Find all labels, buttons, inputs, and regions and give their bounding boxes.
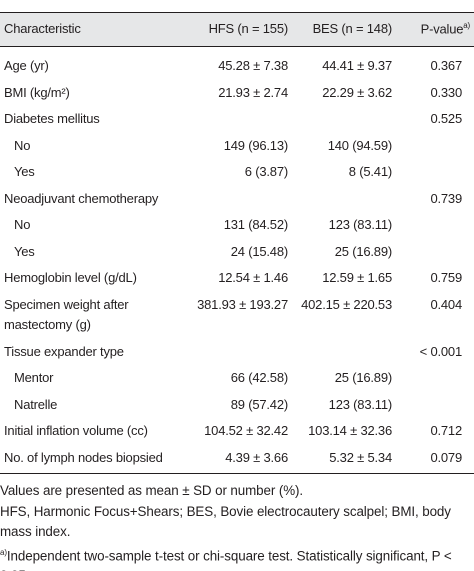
footnote: HFS, Harmonic Focus+Shears; BES, Bovie e… [0,503,451,540]
cell-hfs: 6 (3.87) [244,164,288,179]
footnote-text: Independent two-sample t-test or chi-squ… [0,547,452,571]
row-label: No [14,137,31,153]
cell-hfs: 24 (15.48) [230,243,288,259]
table-row: Neoadjuvant chemotherapy 0.739 [0,186,474,213]
cell-bes: 123 (83.11) [328,396,393,412]
cell-pv: < 0.001 [419,343,463,359]
row-label: Tissue expander type [4,343,124,359]
cell-pv: 0.525 [430,111,462,126]
table-row: Hemoglobin level (g/dL) 12.54 ± 1.46 12.59… [0,265,474,292]
cell-hfs: 45.28 ± 7.38 [218,58,288,73]
row-label: No [14,217,31,232]
footnote: a)Independent two-sample t-test or chi-s… [0,543,474,571]
row-label: Yes [14,164,35,179]
cell-bes: 44.41 ± 9.37 [322,58,392,73]
table: Characteristic HFS (n = 155) BES (n = 14… [0,12,474,474]
cell-hfs: 89 (57.42) [230,396,288,412]
cell-bes: 25 (16.89) [334,243,392,259]
row-label: Yes [14,243,35,259]
cell-hfs: 104.52 ± 32.42 [204,423,288,438]
header-cell: Characteristic [4,21,81,36]
cell-pv: 0.079 [430,449,462,465]
cell-hfs: 66 (42.58) [230,370,288,385]
cell-bes: 8 (5.41) [348,164,392,179]
cell-bes: 103.14 ± 32.36 [308,423,392,438]
table-row: No 149 (96.13) 140 (94.59) [0,133,474,160]
row-label: Specimen weight after mastectomy (g) [4,296,129,333]
cell-hfs: 12.54 ± 1.46 [218,270,288,285]
row-label: BMI (kg/m²) [4,84,70,100]
row-label: Neoadjuvant chemotherapy [4,190,159,206]
table-row: Yes 24 (15.48) 25 (16.89) [0,239,474,266]
row-label: Age (yr) [4,58,49,73]
table-row: Natrelle 89 (57.42) 123 (83.11) [0,392,474,419]
table-row: No. of lymph nodes biopsied 4.39 ± 3.66 5.… [0,445,474,472]
footnote-mark: a) [463,21,470,30]
header-cell: BES (n = 148) [312,21,393,36]
footnote: Values are presented as mean ± SD or num… [0,483,303,498]
table-row: No 131 (84.52) 123 (83.11) [0,212,474,239]
table-row: Mentor 66 (42.58) 25 (16.89) [0,365,474,392]
table-row: Initial inflation volume (cc) 104.52 ± 32… [0,418,474,445]
row-label: No. of lymph nodes biopsied [4,449,163,465]
cell-pv: 0.330 [430,84,462,100]
cell-hfs: 149 (96.13) [223,137,288,153]
footnote-mark: a) [0,547,7,557]
cell-hfs: 4.39 ± 3.66 [225,449,288,465]
table-row: Diabetes mellitus 0.525 [0,106,474,133]
cell-pv: 0.367 [430,58,462,73]
cell-bes: 140 (94.59) [327,137,392,153]
cell-bes: 5.32 ± 5.34 [329,449,392,465]
header-cell: P-valuea) [420,21,471,37]
header-row: Characteristic HFS (n = 155) BES (n = 14… [0,13,474,47]
cell-hfs: 21.93 ± 2.74 [218,84,288,100]
row-label: Diabetes mellitus [4,111,100,126]
cell-hfs: 131 (84.52) [223,217,288,232]
table-row: Age (yr) 45.28 ± 7.38 44.41 ± 9.37 0.367 [0,53,474,80]
cell-bes: 22.29 ± 3.62 [322,84,392,100]
cell-pv: 0.759 [430,270,462,285]
table-row: Tissue expander type < 0.001 [0,339,474,366]
row-label: Initial inflation volume (cc) [4,423,148,438]
cell-pv: 0.739 [430,190,462,206]
cell-bes: 123 (83.11) [328,217,393,232]
cell-bes: 25 (16.89) [334,370,392,385]
table-row: Yes 6 (3.87) 8 (5.41) [0,159,474,186]
cell-bes: 402.15 ± 220.53 [301,296,392,312]
table-body: Age (yr) 45.28 ± 7.38 44.41 ± 9.37 0.367 BMI… [0,47,474,473]
row-label: Natrelle [14,396,58,412]
cell-bes: 12.59 ± 1.65 [322,270,392,285]
row-label: Mentor [14,370,54,385]
cell-pv: 0.404 [430,296,462,312]
header-text: P-value [420,21,464,37]
table-row: BMI (kg/m²) 21.93 ± 2.74 22.29 ± 3.62 0.330 [0,80,474,107]
footnotes: Values are presented as mean ± SD or num… [0,481,474,571]
header-cell: HFS (n = 155) [208,21,289,36]
table-row: Specimen weight after mastectomy (g) 381.… [0,292,474,339]
cell-hfs: 381.93 ± 193.27 [197,296,288,312]
row-label: Hemoglobin level (g/dL) [4,270,137,285]
cell-pv: 0.712 [430,423,462,438]
